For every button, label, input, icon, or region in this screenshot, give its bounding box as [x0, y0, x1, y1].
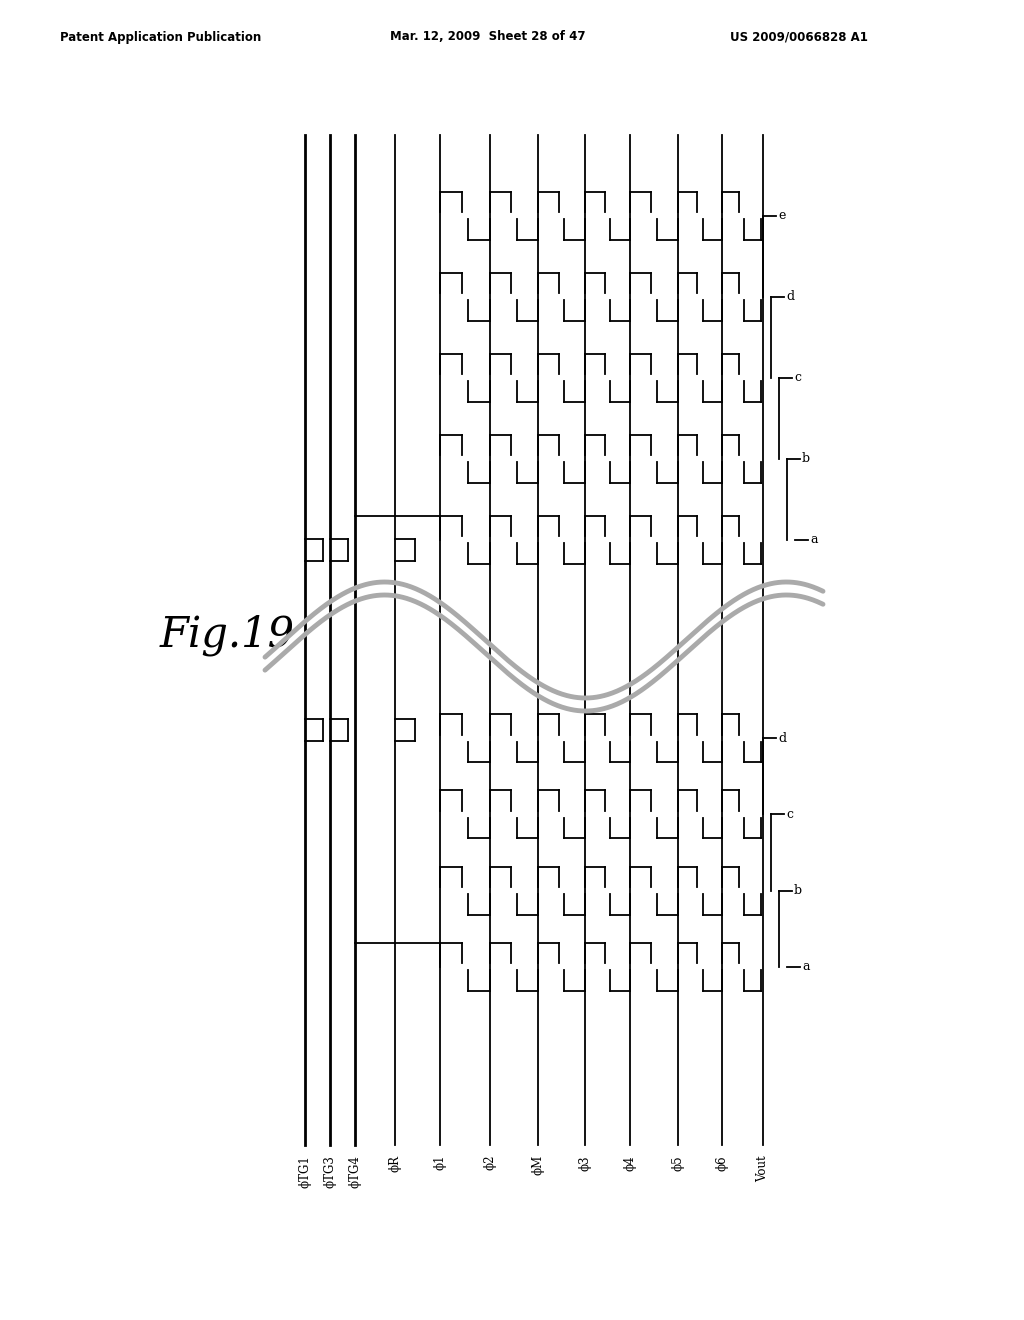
Text: a: a: [802, 961, 810, 973]
Text: US 2009/0066828 A1: US 2009/0066828 A1: [730, 30, 868, 44]
Text: b: b: [802, 451, 810, 465]
Text: c: c: [786, 808, 793, 821]
Text: ϕTG4: ϕTG4: [348, 1155, 361, 1188]
Text: b: b: [794, 884, 802, 898]
Text: Mar. 12, 2009  Sheet 28 of 47: Mar. 12, 2009 Sheet 28 of 47: [390, 30, 586, 44]
Text: ϕR: ϕR: [388, 1155, 401, 1172]
Text: Patent Application Publication: Patent Application Publication: [60, 30, 261, 44]
Text: ϕTG1: ϕTG1: [299, 1155, 311, 1188]
Text: c: c: [794, 371, 801, 384]
Text: ϕ6: ϕ6: [716, 1155, 728, 1171]
Text: ϕTG3: ϕTG3: [324, 1155, 337, 1188]
Text: a: a: [810, 533, 817, 546]
Text: e: e: [778, 209, 785, 222]
Text: ϕM: ϕM: [531, 1155, 545, 1175]
Text: ϕ2: ϕ2: [483, 1155, 497, 1171]
Text: ϕ1: ϕ1: [433, 1155, 446, 1171]
Text: d: d: [786, 290, 795, 304]
Text: ϕ5: ϕ5: [672, 1155, 684, 1171]
Text: ϕ4: ϕ4: [624, 1155, 637, 1171]
Text: Fig.19: Fig.19: [160, 614, 295, 656]
Text: Vout: Vout: [757, 1155, 769, 1181]
Text: d: d: [778, 731, 786, 744]
Text: ϕ3: ϕ3: [579, 1155, 592, 1171]
